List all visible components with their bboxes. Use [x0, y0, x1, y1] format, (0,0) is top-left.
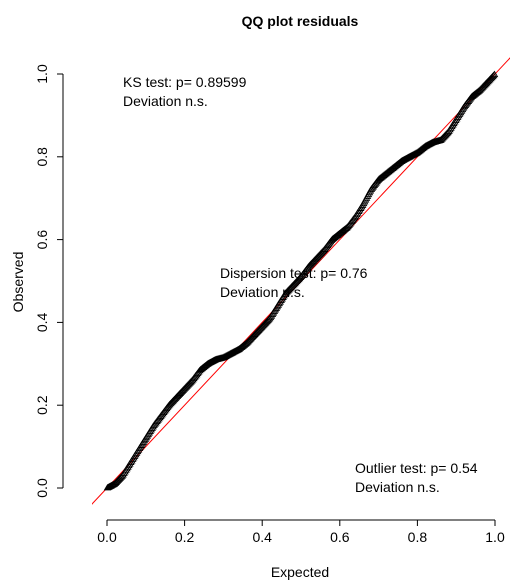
ks-test-line-1: KS test: p= 0.89599	[123, 74, 247, 90]
chart-title: QQ plot residuals	[242, 13, 359, 29]
x-axis-label: Expected	[271, 564, 329, 580]
outlier-test-annotation: Outlier test: p= 0.54 Deviation n.s.	[355, 460, 478, 495]
dispersion-test-line-1: Dispersion test: p= 0.76	[220, 265, 368, 281]
y-tick-label: 0.0	[34, 478, 50, 498]
x-tick-label: 1.0	[485, 529, 505, 545]
y-axis-label: Observed	[10, 252, 26, 313]
x-tick-label: 0.2	[175, 529, 195, 545]
y-tick-label: 0.4	[34, 312, 50, 332]
y-tick-label: 0.8	[34, 147, 50, 167]
x-tick-label: 0.6	[330, 529, 350, 545]
x-tick-label: 0.8	[408, 529, 428, 545]
y-tick-label: 0.6	[34, 230, 50, 250]
ks-test-line-2: Deviation n.s.	[123, 93, 208, 109]
y-tick-label: 0.2	[34, 395, 50, 415]
x-tick-label: 0.4	[252, 529, 272, 545]
outlier-test-line-2: Deviation n.s.	[355, 479, 440, 495]
ks-test-annotation: KS test: p= 0.89599 Deviation n.s.	[123, 74, 247, 109]
y-tick-label: 1.0	[34, 64, 50, 84]
outlier-test-line-1: Outlier test: p= 0.54	[355, 460, 478, 476]
dispersion-test-line-2: Deviation n.s.	[220, 284, 305, 300]
x-tick-label: 0.0	[97, 529, 117, 545]
